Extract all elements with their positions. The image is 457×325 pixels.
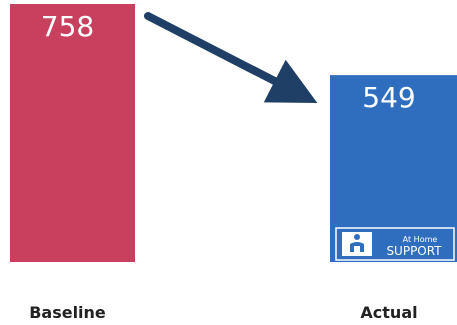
- logo-line2: SUPPORT: [386, 244, 442, 258]
- at-home-support-logo: At Home SUPPORT: [335, 227, 455, 261]
- category-label-baseline: Baseline: [29, 303, 106, 322]
- data-label-actual: 549: [362, 81, 415, 114]
- trend-arrow: [144, 12, 318, 103]
- data-label-baseline: 758: [41, 10, 94, 43]
- bar-baseline: [10, 4, 135, 262]
- category-label-actual: Actual: [360, 303, 417, 322]
- logo-line1: At Home: [403, 235, 438, 244]
